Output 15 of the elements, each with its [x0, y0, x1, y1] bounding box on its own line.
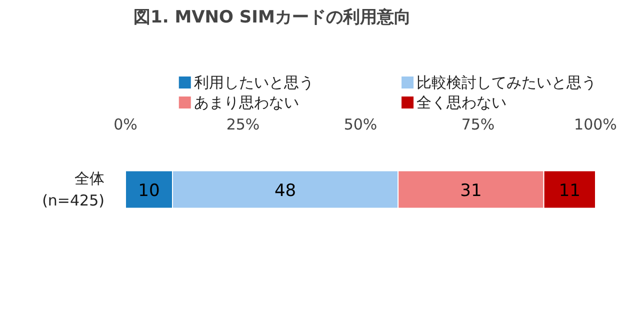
- data-label: 11: [558, 181, 580, 201]
- x-tick-label: 50%: [344, 116, 378, 134]
- legend-label: 全く思わない: [416, 94, 506, 112]
- data-label: 48: [274, 181, 296, 201]
- data-label: 31: [460, 181, 482, 201]
- x-tick-label: 75%: [461, 116, 495, 134]
- data-label: 10: [138, 181, 160, 201]
- legend-label: 比較検討してみたいと思う: [416, 74, 596, 92]
- x-tick-label: 25%: [226, 116, 260, 134]
- x-tick-label: 100%: [574, 116, 617, 134]
- y-tick-label: 全体 (n=425): [42, 170, 105, 210]
- x-tick-label: 0%: [114, 116, 138, 134]
- legend-label: 利用したいと思う: [194, 74, 314, 92]
- chart-title: 図1. MVNO SIMカードの利用意向: [134, 8, 411, 28]
- legend-label: あまり思わない: [194, 94, 299, 112]
